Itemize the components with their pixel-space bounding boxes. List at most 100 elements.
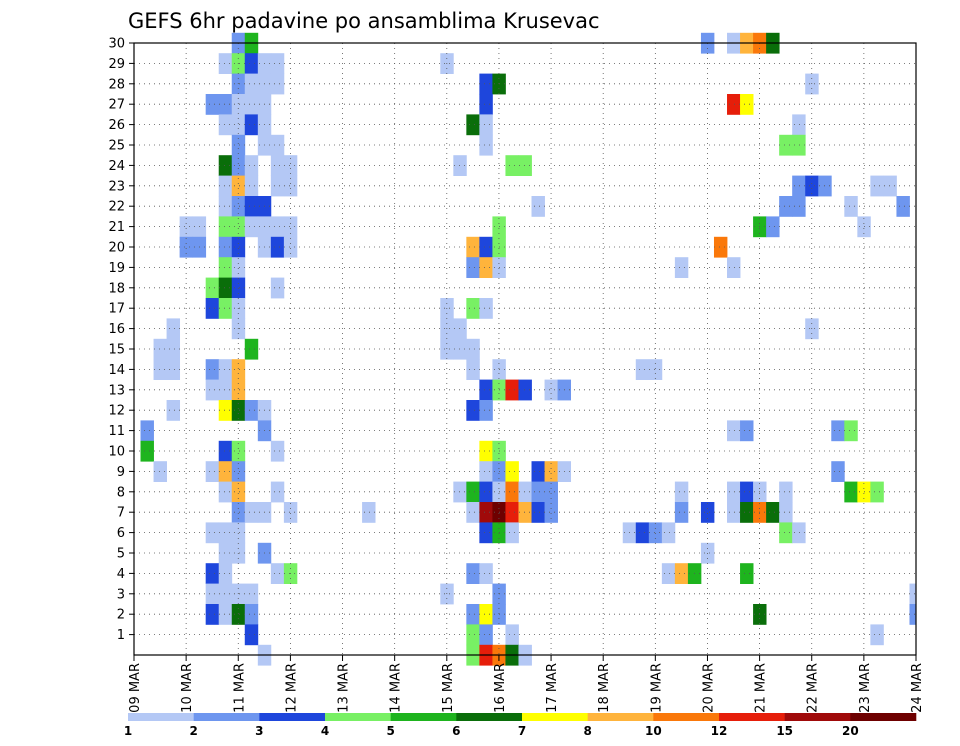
x-tick-label: 19 MAR <box>649 663 664 713</box>
heatmap-cell <box>270 277 285 299</box>
heatmap-cell <box>231 481 246 503</box>
heatmap-cell <box>505 502 519 523</box>
heatmap-cell <box>479 522 493 544</box>
heatmap-cell <box>205 359 220 380</box>
heatmap-cell <box>505 522 519 544</box>
heatmap-cell <box>283 175 298 197</box>
legend-swatch <box>390 713 457 721</box>
x-tick-label: 17 MAR <box>545 663 560 713</box>
y-tick-label: 19 <box>108 261 125 276</box>
y-tick-label: 15 <box>108 343 125 358</box>
heatmap-cell <box>218 277 233 299</box>
heatmap-cell <box>466 400 480 421</box>
heatmap-cell <box>244 94 259 115</box>
heatmap-cell <box>270 236 285 258</box>
heatmap-cell <box>218 461 233 482</box>
heatmap-cell <box>466 257 480 278</box>
heatmap-cell <box>740 420 754 442</box>
x-tick-label: 21 MAR <box>754 663 769 713</box>
heatmap-cell <box>244 338 259 360</box>
heatmap-cell <box>153 461 167 482</box>
heatmap-cell <box>205 379 220 401</box>
legend-label: 6 <box>452 724 460 738</box>
heatmap-cell <box>713 236 728 258</box>
heatmap-cell <box>205 563 220 584</box>
y-tick-label: 29 <box>108 57 125 72</box>
heatmap-cell <box>466 604 480 625</box>
heatmap-cell <box>661 563 676 584</box>
legend-swatch <box>719 713 785 721</box>
heatmap-cell <box>635 359 650 380</box>
heatmap-cell <box>218 175 233 197</box>
heatmap-cell <box>674 257 689 278</box>
legend-label: 5 <box>386 724 394 738</box>
heatmap-cell <box>283 502 298 523</box>
heatmap-cell <box>805 175 819 197</box>
y-tick-label: 28 <box>108 77 125 92</box>
heatmap-cell <box>635 522 650 544</box>
y-tick-label: 9 <box>117 465 125 480</box>
heatmap-cell <box>218 298 233 319</box>
heatmap-cell <box>218 563 233 584</box>
heatmap-cell <box>218 583 233 605</box>
heatmap-cell <box>779 481 793 503</box>
heatmap-cell <box>870 481 884 503</box>
y-tick-label: 10 <box>108 445 125 460</box>
heatmap-cell <box>244 196 259 217</box>
heatmap-cell <box>205 522 220 544</box>
heatmap-cell <box>505 481 519 503</box>
y-tick-label: 3 <box>117 587 125 602</box>
heatmap-cell <box>231 604 246 625</box>
legend-swatch <box>259 713 326 721</box>
legend-swatch <box>653 713 720 721</box>
heatmap-cell <box>270 175 285 197</box>
heatmap-cell <box>231 155 246 176</box>
y-tick-label: 17 <box>108 302 125 317</box>
y-tick-label: 16 <box>108 322 125 337</box>
legend-swatch <box>193 713 260 721</box>
heatmap-cell <box>231 440 246 462</box>
heatmap-cell <box>909 604 917 625</box>
heatmap-cell <box>166 318 181 340</box>
heatmap-cell <box>218 542 233 564</box>
heatmap-cell <box>779 522 793 544</box>
heatmap-cell <box>362 502 376 523</box>
heatmap-cell <box>727 481 741 503</box>
heatmap-cell <box>844 481 858 503</box>
heatmap-cell <box>231 114 246 136</box>
x-tick-label: 12 MAR <box>284 663 299 713</box>
heatmap-cell <box>270 155 285 176</box>
heatmap-cell <box>896 196 910 217</box>
heatmap-cell <box>531 481 545 503</box>
heatmap-cell <box>153 338 167 360</box>
heatmap-cell <box>700 502 715 523</box>
y-tick-label: 18 <box>108 281 125 296</box>
heatmap-cell <box>205 94 220 115</box>
legend-label: 7 <box>518 724 526 738</box>
heatmap-cell <box>244 624 259 646</box>
heatmap-cell <box>479 400 493 421</box>
x-tick-label: 09 MAR <box>128 663 143 713</box>
heatmap-cell <box>544 502 558 523</box>
heatmap-cell <box>244 216 259 238</box>
heatmap-cell <box>466 359 480 380</box>
legend-swatch <box>850 713 917 721</box>
legend-label: 12 <box>711 724 728 738</box>
y-tick-label: 7 <box>117 506 125 521</box>
heatmap-cell <box>205 461 220 482</box>
heatmap-cell <box>283 155 298 176</box>
heatmap-cell <box>270 134 285 156</box>
heatmap-cell <box>779 196 793 217</box>
y-tick-label: 23 <box>108 179 125 194</box>
heatmap-cell <box>218 196 233 217</box>
heatmap-cell <box>166 400 181 421</box>
heatmap-cell <box>218 155 233 176</box>
legend-label: 10 <box>645 724 662 738</box>
x-tick-label: 13 MAR <box>337 663 352 713</box>
chart-title: GEFS 6hr padavine po ansamblima Krusevac <box>128 9 600 33</box>
heatmap-cell <box>440 338 454 360</box>
y-tick-label: 2 <box>117 608 125 623</box>
y-tick-label: 21 <box>108 220 125 235</box>
x-tick-label: 24 MAR <box>910 663 925 713</box>
